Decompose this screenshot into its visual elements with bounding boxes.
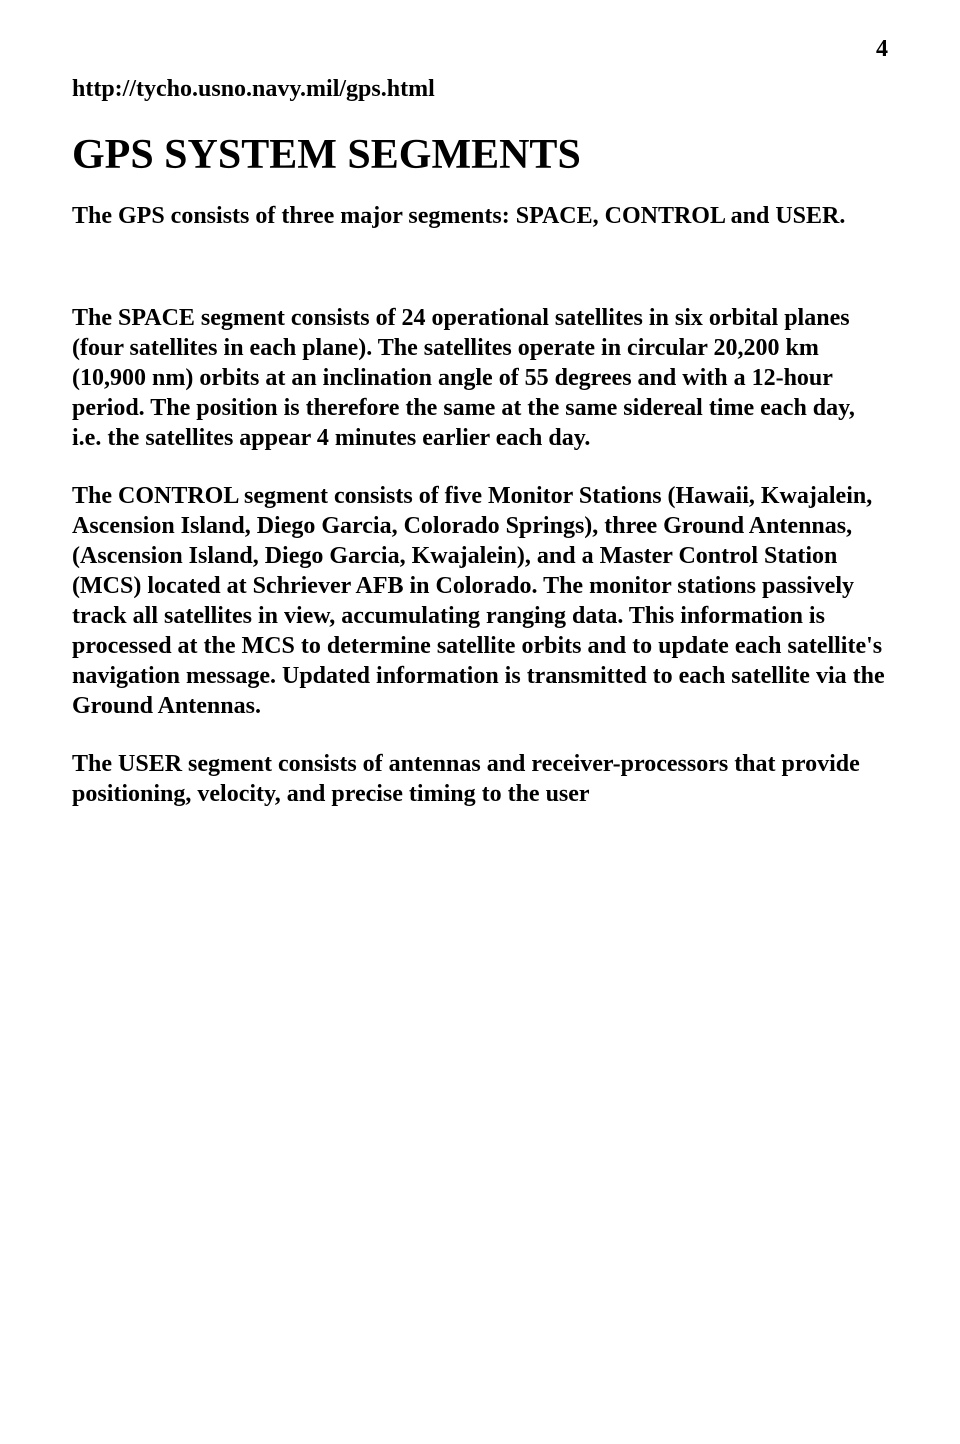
paragraph-space-segment: The SPACE segment consists of 24 operati… [72, 303, 888, 453]
paragraph-user-segment: The USER segment consists of antennas an… [72, 749, 888, 809]
page-number: 4 [876, 36, 888, 63]
heading-gps-system-segments: GPS SYSTEM SEGMENTS [72, 131, 888, 179]
intro-paragraph: The GPS consists of three major segments… [72, 201, 888, 231]
source-url: http://tycho.usno.navy.mil/gps.html [72, 76, 888, 103]
paragraph-control-segment: The CONTROL segment consists of five Mon… [72, 481, 888, 721]
document-page: 4 http://tycho.usno.navy.mil/gps.html GP… [0, 0, 960, 1444]
